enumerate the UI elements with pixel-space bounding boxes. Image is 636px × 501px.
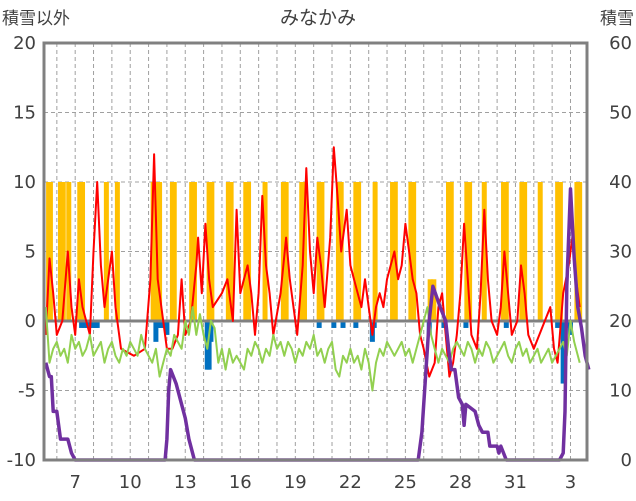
right-tick-label: 40 bbox=[609, 172, 632, 193]
left-tick-label: 0 bbox=[25, 311, 36, 332]
x-tick-label: 13 bbox=[174, 472, 197, 493]
bar bbox=[114, 182, 120, 321]
left-tick-label: 15 bbox=[13, 103, 36, 124]
chart-title: みなかみ bbox=[280, 7, 356, 29]
bar bbox=[537, 182, 543, 321]
bar bbox=[463, 321, 469, 328]
bar bbox=[353, 182, 359, 321]
x-tick-label: 10 bbox=[119, 472, 142, 493]
bar bbox=[94, 321, 100, 328]
bar bbox=[316, 321, 322, 328]
bar bbox=[503, 321, 509, 328]
bar bbox=[408, 182, 414, 321]
bar bbox=[340, 321, 346, 328]
right-tick-label: 10 bbox=[609, 381, 632, 402]
bar bbox=[319, 182, 325, 321]
bar bbox=[246, 182, 252, 321]
bar bbox=[467, 182, 473, 321]
bar bbox=[283, 182, 289, 321]
series-line bbox=[44, 306, 581, 392]
right-tick-label: 60 bbox=[609, 33, 632, 54]
bar bbox=[157, 182, 163, 321]
bar bbox=[299, 182, 305, 321]
bar bbox=[90, 321, 96, 328]
bar bbox=[191, 182, 197, 321]
bar bbox=[208, 321, 214, 342]
bar bbox=[331, 321, 337, 328]
bar bbox=[390, 182, 396, 321]
x-tick-label: 31 bbox=[504, 472, 527, 493]
bar bbox=[80, 182, 86, 321]
bar bbox=[228, 182, 234, 321]
bar bbox=[577, 182, 583, 321]
bar bbox=[519, 182, 525, 321]
x-tick-label: 19 bbox=[284, 472, 307, 493]
x-tick-label: 28 bbox=[449, 472, 472, 493]
plot-frame bbox=[42, 41, 589, 462]
left-axis-title: 積雪以外 bbox=[2, 9, 70, 29]
bar bbox=[153, 321, 159, 342]
bar bbox=[481, 182, 487, 321]
right-tick-label: 30 bbox=[609, 242, 632, 263]
bar bbox=[522, 182, 528, 321]
bar bbox=[209, 182, 215, 321]
bar bbox=[356, 182, 362, 321]
bar bbox=[557, 182, 563, 321]
right-tick-label: 0 bbox=[621, 450, 632, 471]
bar bbox=[58, 182, 64, 321]
bar bbox=[77, 182, 83, 321]
bar bbox=[560, 321, 566, 384]
left-axis-ticks: 20 15 10 5 0 -5 -10 bbox=[7, 33, 36, 471]
bar bbox=[445, 182, 451, 321]
bar bbox=[156, 321, 162, 328]
bar bbox=[79, 321, 85, 328]
x-tick-label: 7 bbox=[69, 472, 80, 493]
bar bbox=[431, 279, 437, 321]
bar bbox=[150, 182, 156, 321]
right-tick-label: 20 bbox=[609, 311, 632, 332]
bar bbox=[555, 182, 561, 321]
left-tick-label: 10 bbox=[13, 172, 36, 193]
bar bbox=[411, 182, 417, 321]
bar bbox=[301, 182, 307, 321]
bar-series-group bbox=[46, 182, 583, 384]
bar bbox=[353, 321, 359, 328]
right-axis-title: 積雪 bbox=[600, 9, 634, 29]
right-axis-ticks: 60 50 40 30 20 10 0 bbox=[609, 33, 632, 471]
bar bbox=[225, 182, 231, 321]
bar bbox=[206, 182, 212, 321]
bar bbox=[47, 182, 53, 321]
x-tick-label: 16 bbox=[229, 472, 252, 493]
x-tick-label: 3 bbox=[565, 472, 576, 493]
right-tick-label: 50 bbox=[609, 103, 632, 124]
left-tick-label: -10 bbox=[7, 450, 36, 471]
bar bbox=[503, 182, 509, 321]
x-tick-label: 25 bbox=[394, 472, 417, 493]
bar bbox=[280, 182, 286, 321]
bar bbox=[60, 182, 66, 321]
x-tick-label: 22 bbox=[339, 472, 362, 493]
bar bbox=[372, 182, 378, 321]
bar bbox=[448, 182, 454, 321]
series-line bbox=[44, 146, 581, 378]
bar bbox=[206, 321, 212, 370]
bar bbox=[164, 321, 170, 335]
x-axis-ticks: 7 10 13 16 19 22 25 28 31 3 bbox=[69, 472, 576, 493]
bar bbox=[243, 182, 249, 321]
bar bbox=[103, 182, 109, 321]
left-tick-label: 20 bbox=[13, 33, 36, 54]
left-tick-label: -5 bbox=[18, 381, 36, 402]
bar bbox=[335, 182, 341, 321]
bar bbox=[171, 182, 177, 321]
bar bbox=[81, 321, 87, 328]
bar bbox=[189, 182, 195, 321]
bar bbox=[158, 321, 164, 328]
left-tick-label: 5 bbox=[25, 242, 36, 263]
bar bbox=[555, 321, 561, 328]
bar bbox=[574, 182, 580, 321]
